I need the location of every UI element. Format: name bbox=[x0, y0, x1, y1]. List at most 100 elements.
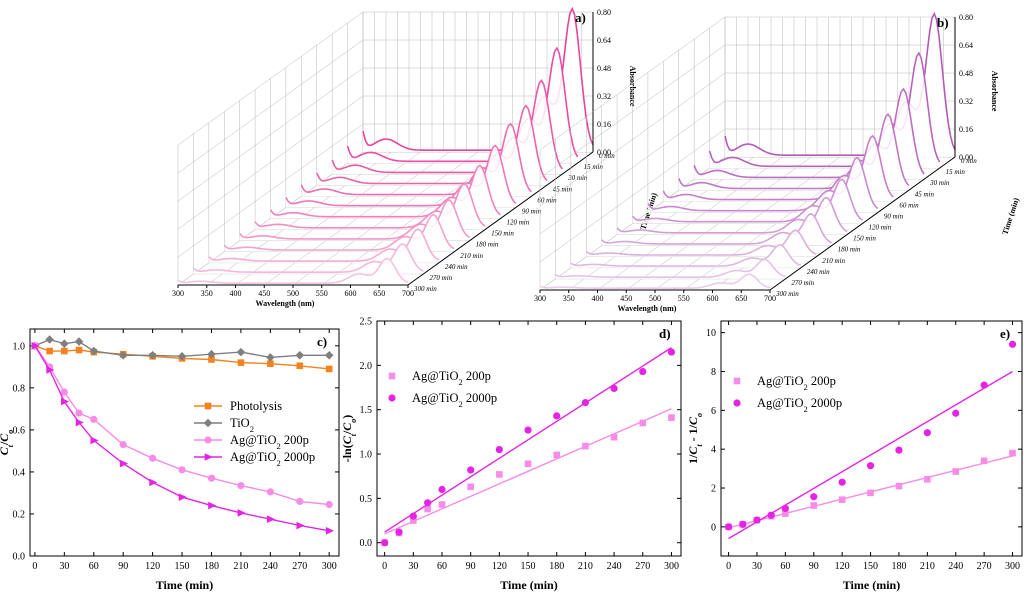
x-axis-title: Time (min) bbox=[843, 578, 900, 592]
z-tick-label: 0.64 bbox=[959, 41, 973, 50]
legend-label-part: 2000p bbox=[808, 396, 842, 410]
x-tick-label: 300 bbox=[172, 289, 184, 298]
spectrum-fill bbox=[255, 183, 486, 230]
x-tick-label: 450 bbox=[258, 289, 270, 298]
x-tick-label: 500 bbox=[649, 294, 661, 303]
data-point bbox=[610, 384, 618, 392]
x-tick-label: 240 bbox=[948, 561, 963, 572]
series-ag-tio2-200p bbox=[725, 449, 1016, 531]
x-tick-label: 270 bbox=[977, 561, 992, 572]
y-axis-title: Ct/Co bbox=[0, 430, 15, 456]
y-axis-title-part: 1/ bbox=[686, 454, 700, 464]
data-point bbox=[60, 388, 68, 396]
data-point bbox=[207, 474, 216, 482]
data-point bbox=[46, 347, 53, 355]
spectrum-fill bbox=[208, 229, 439, 263]
legend-label: Ag@TiO2 2000p bbox=[757, 396, 842, 414]
x-tick-label: 270 bbox=[635, 561, 650, 572]
data-point bbox=[610, 433, 618, 441]
y-axis-title-part: C bbox=[686, 446, 700, 455]
data-point bbox=[90, 436, 99, 445]
legend-label-sub: 2 bbox=[250, 424, 254, 434]
data-point bbox=[668, 414, 675, 421]
x-tick-label: 300 bbox=[1005, 561, 1020, 572]
legend-label: Photolysis bbox=[230, 399, 282, 413]
x-tick-label: 210 bbox=[920, 561, 935, 572]
data-point bbox=[267, 360, 274, 367]
fit-line bbox=[384, 347, 672, 533]
data-point bbox=[325, 365, 333, 373]
panel-label: c) bbox=[317, 334, 327, 349]
y-axis-title-part: t bbox=[349, 433, 358, 436]
y-tick-label: 1.5 bbox=[360, 405, 373, 416]
data-point bbox=[838, 478, 846, 486]
data-point bbox=[74, 337, 84, 346]
data-point bbox=[1008, 340, 1017, 348]
x-tick-label: 400 bbox=[230, 289, 242, 298]
time-label: 150 min bbox=[853, 235, 876, 243]
depth-axis-title: Time (min) bbox=[1000, 196, 1020, 236]
grid-line bbox=[539, 72, 726, 207]
spectrum-fill bbox=[663, 135, 894, 202]
y-axis-title-part: o bbox=[695, 413, 704, 417]
z-tick-label: 0.48 bbox=[597, 64, 611, 73]
data-point bbox=[296, 521, 305, 530]
grid-line bbox=[539, 100, 726, 235]
data-point bbox=[325, 526, 334, 535]
data-point bbox=[496, 471, 503, 478]
y-axis-title-part: C bbox=[686, 416, 700, 425]
time-label: 210 min bbox=[822, 257, 845, 265]
z-tick-label: 0.32 bbox=[959, 97, 973, 106]
spectrum-fill bbox=[239, 200, 470, 241]
y-axis-title-part: o bbox=[349, 419, 358, 423]
y-axis-title-part: t bbox=[6, 444, 15, 447]
data-point bbox=[753, 516, 761, 524]
data-point bbox=[866, 462, 875, 470]
x-tick-label: 90 bbox=[118, 561, 128, 572]
panel-b-waterfall: 300 350 400 450 500 550 600 650 700 Wavelength (n… bbox=[534, 11, 1021, 313]
data-point bbox=[553, 412, 561, 420]
data-point bbox=[438, 485, 446, 494]
y-axis-title-part: C bbox=[340, 422, 354, 431]
legend-label-part: Ag@TiO bbox=[230, 433, 276, 447]
data-point bbox=[410, 517, 417, 524]
data-point bbox=[810, 502, 818, 509]
x-tick-label: 350 bbox=[201, 289, 213, 298]
data-point bbox=[782, 510, 789, 517]
x-tick-label: 0 bbox=[32, 561, 37, 572]
time-label: 15 min bbox=[584, 163, 604, 171]
panel-c: 0 30 60 90 120 150 180 210 240 270 300 0.0 0.2 0.4 0.6… bbox=[0, 328, 340, 592]
legend: Ag@TiO2 200p Ag@TiO2 2000p bbox=[733, 374, 842, 414]
legend-marker bbox=[204, 402, 212, 410]
time-label: 90 min bbox=[522, 207, 542, 215]
x-tick-label: 700 bbox=[402, 289, 414, 298]
time-label: 180 min bbox=[838, 246, 861, 254]
legend-label-sub: 2 bbox=[276, 458, 280, 468]
y-tick-label: 0.4 bbox=[13, 467, 26, 478]
x-tick-label: 600 bbox=[707, 294, 719, 303]
data-point bbox=[237, 481, 245, 490]
x-tick-label: 500 bbox=[287, 289, 299, 298]
x-tick-label: 450 bbox=[620, 294, 632, 303]
legend-label: Ag@TiO2 200p bbox=[757, 374, 836, 392]
spectrum-fill bbox=[178, 258, 408, 285]
panel-a-waterfall: 300 350 400 450 500 550 600 650 700 Wavelength (n… bbox=[172, 6, 659, 308]
z-tick-label: 0.00 bbox=[597, 148, 611, 157]
time-label: 0 min bbox=[599, 152, 615, 160]
spectrum-fill bbox=[224, 214, 455, 252]
legend-marker bbox=[733, 377, 741, 385]
legend-label: Ag@TiO2 200p bbox=[412, 369, 491, 387]
legend-label-part: Ag@TiO bbox=[412, 369, 458, 383]
y-tick-label: 1.0 bbox=[360, 450, 373, 461]
time-label: 240 min bbox=[807, 268, 830, 276]
data-point bbox=[31, 342, 40, 350]
z-tick-label: 0.80 bbox=[959, 13, 973, 22]
data-point bbox=[89, 346, 99, 356]
data-point bbox=[237, 359, 245, 366]
x-axis-title: Time (min) bbox=[156, 578, 213, 592]
spectrum-fill bbox=[270, 165, 501, 219]
legend-marker bbox=[203, 418, 213, 428]
grid-line bbox=[177, 11, 364, 146]
x-tick-label: 60 bbox=[437, 561, 447, 572]
y-axis-title-part: / bbox=[0, 441, 11, 446]
